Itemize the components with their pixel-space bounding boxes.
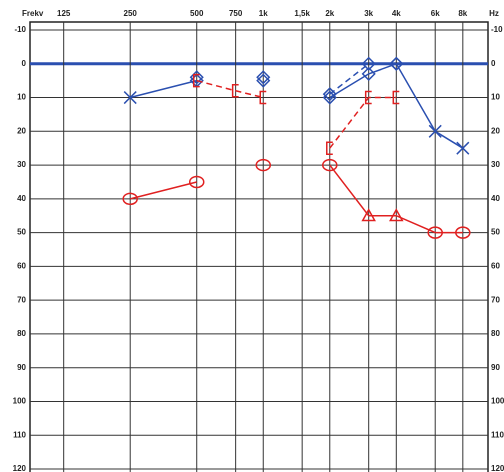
marker-triangle [361, 208, 376, 222]
x-axis-label: Frekv [22, 9, 44, 18]
x-tick-label: 2k [325, 9, 334, 18]
marker-bracket [392, 90, 400, 105]
marker-circle [322, 158, 338, 172]
y-tick-label: 30 [17, 160, 26, 169]
marker-diamond [256, 70, 271, 85]
marker-bracket [231, 84, 239, 98]
y-tick-label-right: 100 [491, 397, 504, 406]
marker-x [123, 91, 137, 105]
x-tick-label: 6k [431, 9, 440, 18]
y-tick-label: 10 [17, 93, 26, 102]
y-tick-label-right: 110 [491, 430, 504, 439]
x-tick-label: 125 [57, 9, 71, 18]
y-tick-label-right: 120 [491, 464, 504, 472]
y-tick-label-right: 40 [491, 194, 500, 203]
y-tick-label: 0 [22, 59, 27, 68]
marker-bracket [364, 90, 372, 105]
marker-diamond [189, 70, 204, 85]
y-tick-label: 70 [17, 295, 26, 304]
y-tick-label-right: 70 [491, 295, 500, 304]
y-tick-label: 40 [17, 194, 26, 203]
marker-bracket [326, 141, 333, 155]
series-line [130, 62, 464, 149]
marker-bracket [259, 90, 267, 105]
y-tick-label-right: 0 [491, 59, 496, 68]
marker-circle [122, 192, 138, 206]
y-tick-label: 90 [17, 363, 26, 372]
x-tick-label: 8k [458, 9, 467, 18]
y-tick-label-right: 10 [491, 93, 500, 102]
y-tick-label: 100 [13, 397, 27, 406]
y-tick-label-right: 20 [491, 126, 500, 135]
marker-circle [455, 226, 471, 239]
series-line [196, 79, 397, 149]
marker-circle [255, 158, 272, 172]
marker-x [428, 124, 442, 138]
marker-x [456, 141, 470, 155]
marker-bracket [192, 73, 200, 88]
marker-diamond [361, 56, 376, 71]
plot-frame [29, 21, 489, 472]
x-tick-label: 1,5k [294, 9, 310, 18]
series-line [130, 164, 463, 234]
y-tick-label-right: 60 [491, 261, 500, 270]
y-tick-label: 80 [17, 329, 26, 338]
y-tick-label: 110 [13, 430, 26, 439]
x-tick-label: 250 [124, 9, 138, 18]
y-tick-label-right: -10 [491, 25, 503, 34]
marker-triangle [389, 208, 404, 222]
marker-diamond [322, 87, 337, 102]
marker-diamond [389, 56, 404, 71]
x-tick-label: 1k [259, 9, 268, 18]
marker-circle [427, 226, 443, 239]
y-tick-label: 120 [13, 464, 27, 472]
marker-diamond [361, 66, 376, 81]
x-tick-label: 3k [364, 9, 373, 18]
y-tick-label: 50 [17, 228, 26, 237]
y-tick-label-right: 80 [491, 329, 500, 338]
y-tick-label: 20 [17, 126, 26, 135]
y-tick-label: 60 [17, 261, 26, 270]
y-tick-label: -10 [14, 25, 26, 34]
y-tick-label-right: 30 [491, 160, 500, 169]
x-tick-label: 750 [229, 9, 243, 18]
x-unit: Hz [489, 9, 499, 18]
x-tick-label: 4k [392, 9, 401, 18]
y-tick-label-right: 90 [491, 363, 500, 372]
marker-circle [188, 175, 205, 189]
y-tick-label-right: 50 [491, 228, 500, 237]
x-tick-label: 500 [190, 9, 204, 18]
